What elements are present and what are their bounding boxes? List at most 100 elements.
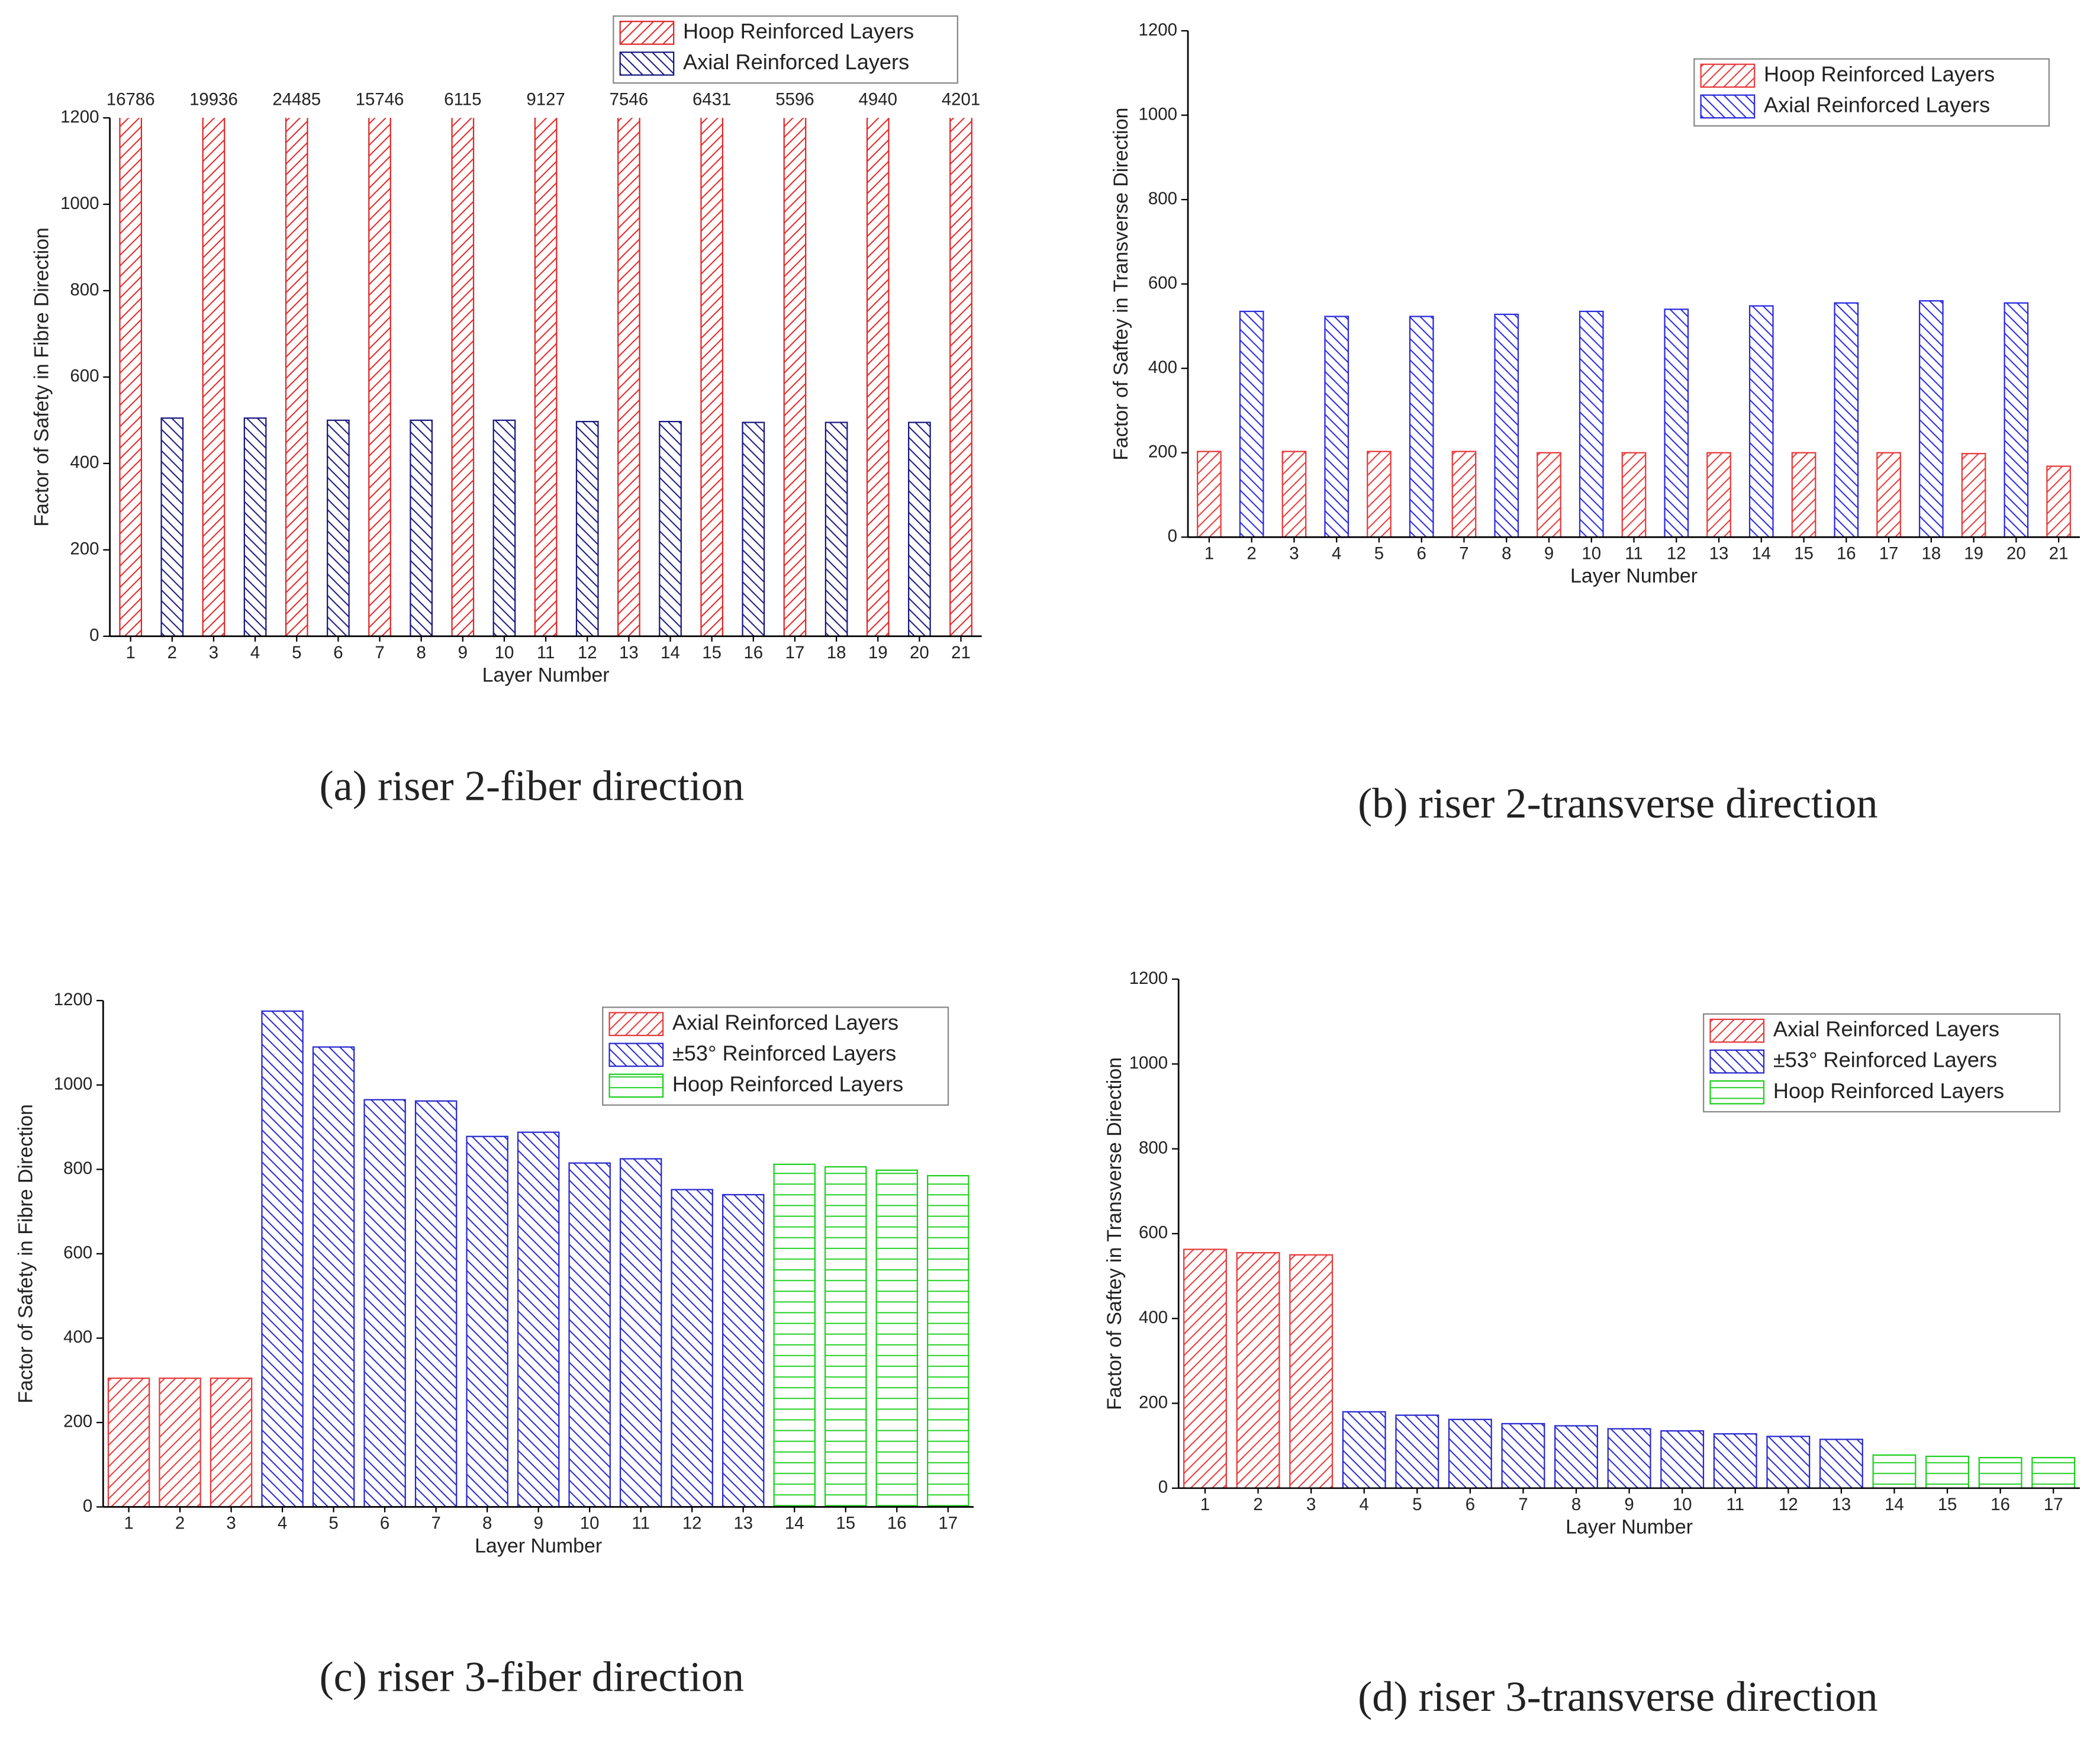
x-tick-label: 17 (938, 1514, 958, 1533)
bar (285, 118, 308, 636)
y-tick-label: 200 (1148, 442, 1177, 462)
y-axis-label: Factor of Safety in Fibre Direction (14, 1104, 37, 1403)
x-axis-label: Layer Number (1570, 565, 1698, 587)
x-tick-label: 13 (1709, 544, 1729, 564)
bar (575, 420, 599, 636)
bar (949, 118, 972, 636)
legend-label: ±53° Reinforced Layers (672, 1041, 896, 1065)
bar (568, 1162, 611, 1507)
y-tick-label: 800 (70, 280, 99, 300)
x-tick-label: 10 (580, 1514, 600, 1533)
x-tick-label: 13 (733, 1514, 753, 1533)
x-tick-label: 12 (1667, 544, 1686, 564)
data-label: 5596 (775, 89, 814, 109)
legend-label: Hoop Reinforced Layers (1764, 62, 1995, 86)
legend-label: Axial Reinforced Layers (1764, 92, 1990, 117)
legend-swatch (1709, 1018, 1765, 1043)
bars (107, 1010, 970, 1507)
bar (1451, 451, 1477, 538)
bar (1961, 453, 1986, 538)
legend-label: Axial Reinforced Layers (683, 50, 909, 74)
x-tick-label: 4 (1332, 544, 1341, 564)
bar (1918, 300, 1944, 538)
x-tick-label: 3 (1306, 1495, 1316, 1514)
x-tick-label: 18 (1921, 544, 1941, 564)
x-tick-label: 16 (1837, 544, 1856, 564)
y-tick-label: 600 (63, 1243, 92, 1263)
x-tick-label: 18 (827, 643, 846, 662)
bar (1537, 452, 1561, 538)
bar (659, 420, 682, 636)
y-tick-label: 0 (1168, 526, 1177, 546)
x-tick-label: 12 (682, 1514, 702, 1533)
legend-swatch (1700, 94, 1756, 119)
bar (1236, 1252, 1280, 1488)
bar (1239, 310, 1264, 538)
bar (1324, 316, 1349, 538)
bar (368, 118, 391, 636)
x-tick-label: 5 (328, 1514, 338, 1533)
y-axis-label: Factor of Saftey in Transverse Direction (1103, 1057, 1126, 1410)
bars (119, 118, 972, 636)
bar (1819, 1439, 1863, 1488)
x-tick-label: 7 (1518, 1495, 1528, 1514)
x-tick-label: 8 (1502, 544, 1511, 564)
bar (866, 118, 890, 636)
bar (1448, 1418, 1492, 1488)
x-tick-label: 8 (1571, 1495, 1581, 1514)
bar (2004, 302, 2029, 538)
bar (908, 421, 931, 636)
legend-label: Axial Reinforced Layers (672, 1010, 898, 1034)
bar (1494, 313, 1519, 538)
bar (783, 118, 807, 636)
x-tick-label: 19 (1964, 544, 1983, 564)
x-tick-label: 14 (1885, 1495, 1904, 1514)
bar (312, 1046, 355, 1507)
x-tick-label: 2 (1253, 1495, 1262, 1514)
legend-swatch (1700, 63, 1756, 88)
bar (773, 1163, 816, 1507)
x-tick-label: 4 (250, 643, 260, 662)
legend-swatch (619, 52, 675, 76)
bar (1664, 308, 1689, 538)
x-tick-label: 5 (292, 643, 301, 662)
x-tick-label: 14 (661, 643, 680, 662)
x-tick-label: 15 (702, 643, 722, 662)
data-label: 15746 (356, 89, 404, 109)
x-tick-label: 1 (124, 1514, 133, 1533)
bar (534, 118, 558, 636)
y-axis-label: Factor of Safety in Fibre Direction (30, 227, 53, 526)
legend-swatch (1709, 1080, 1765, 1105)
x-tick-label: 13 (1832, 1495, 1851, 1514)
bar (160, 417, 184, 636)
y-tick-label: 1200 (1139, 20, 1177, 40)
bar (700, 118, 724, 636)
bar (1872, 1454, 1917, 1488)
bar (327, 419, 350, 636)
x-tick-label: 4 (1360, 1495, 1369, 1514)
bar (1367, 451, 1392, 538)
bar (722, 1193, 765, 1507)
x-tick-label: 2 (175, 1514, 185, 1533)
x-tick-label: 14 (785, 1514, 804, 1533)
y-tick-label: 200 (63, 1412, 92, 1431)
x-tick-label: 2 (168, 643, 177, 662)
y-tick-label: 400 (1148, 358, 1177, 377)
bar (875, 1169, 918, 1507)
y-tick-label: 1000 (60, 194, 99, 213)
bar (1748, 305, 1774, 538)
legend-swatch (608, 1042, 664, 1067)
data-label: 19936 (189, 89, 238, 109)
bar (1660, 1430, 1705, 1488)
x-tick-label: 2 (1247, 544, 1257, 564)
bar (1713, 1433, 1757, 1488)
bar (824, 421, 848, 636)
x-tick-label: 6 (1417, 544, 1426, 564)
bars (1197, 300, 2071, 538)
x-tick-label: 9 (458, 643, 468, 662)
x-tick-label: 6 (1466, 1495, 1475, 1514)
x-tick-label: 8 (416, 643, 426, 662)
